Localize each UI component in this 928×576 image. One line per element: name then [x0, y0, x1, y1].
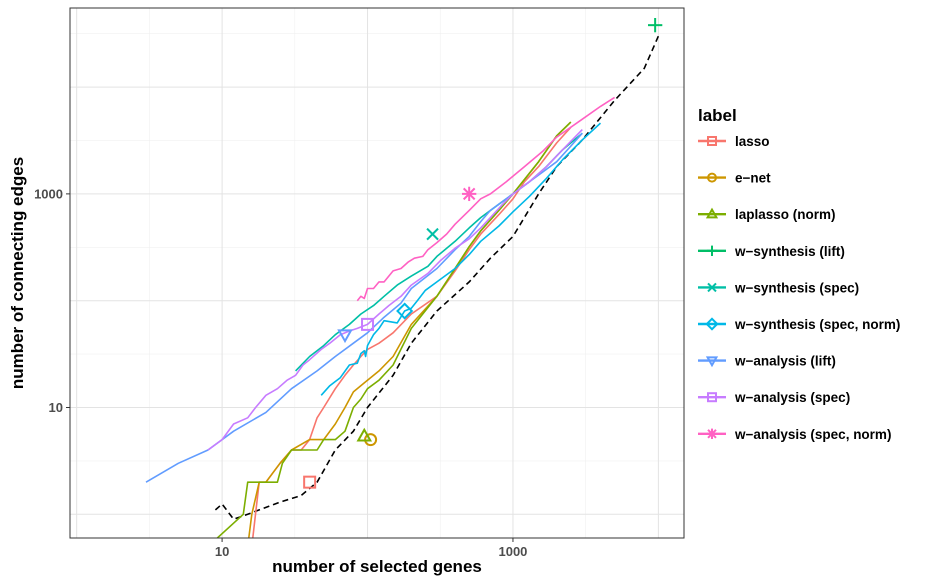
legend-label: laplasso (norm) [735, 207, 836, 222]
series-5-marker [426, 227, 439, 241]
legend-label: w−synthesis (spec, norm) [734, 317, 900, 332]
series-3-marker-shape [356, 427, 373, 442]
legend-item: laplasso (norm) [698, 207, 836, 222]
legend-key-marker-shape [705, 356, 719, 368]
panel-border [69, 7, 685, 539]
legend-key-marker [707, 172, 717, 183]
legend-key-marker-shape [707, 282, 717, 293]
legend-key-marker-shape [705, 207, 719, 219]
legend-key-marker [705, 317, 719, 331]
series-7-marker [337, 329, 353, 344]
legend-item: w−analysis (spec, norm) [698, 427, 891, 442]
legend-title: label [698, 106, 737, 125]
legend-key-marker-shape [707, 136, 717, 146]
x-tick-label: 1000 [498, 544, 527, 559]
legend-label: w−analysis (spec) [734, 390, 850, 405]
legend-item: w−synthesis (spec, norm) [698, 317, 900, 332]
series-3-line [216, 121, 572, 538]
legend-key-marker [707, 392, 717, 403]
legend-item: w−analysis (lift) [698, 354, 836, 369]
legend-label: w−analysis (lift) [734, 354, 836, 369]
grid [70, 8, 684, 538]
y-axis-label: number of connecting edges [8, 157, 27, 389]
series-6-marker-shape [396, 302, 414, 320]
legend-item: lasso [698, 134, 770, 149]
series-9-marker [462, 186, 477, 202]
y-tick-label: 1000 [34, 186, 63, 201]
legend-label: w−synthesis (lift) [734, 244, 845, 259]
legend-items: lasso e−net laplasso (norm) w−synthesis (li… [698, 134, 900, 442]
y-tick-label: 10 [49, 400, 63, 415]
legend-key-marker-shape [707, 392, 717, 403]
legend-item: w−synthesis (spec) [698, 280, 859, 295]
markers [303, 18, 663, 489]
series-1-marker-shape [303, 475, 317, 489]
series-7-marker-shape [337, 329, 353, 344]
legend-label: w−analysis (spec, norm) [734, 427, 891, 442]
legend-item: w−analysis (spec) [698, 390, 850, 405]
legend-label: lasso [735, 134, 770, 149]
legend-key-marker [705, 207, 719, 219]
legend-label: e−net [735, 171, 771, 186]
legend-key-marker [706, 245, 718, 256]
legend-key-marker [707, 282, 717, 293]
series-3-marker [356, 427, 373, 442]
legend-key-marker-shape [707, 172, 717, 183]
ticks: 10 1000 10 1000 [34, 186, 527, 559]
legend-key-marker-shape [705, 317, 719, 331]
legend-key-marker [705, 356, 719, 368]
legend-key-marker [706, 428, 718, 439]
series-8-marker [361, 317, 375, 331]
series-6-line [320, 122, 602, 396]
legend-item: w−synthesis (lift) [698, 244, 845, 259]
series-9-line [356, 96, 616, 302]
series-4-marker [648, 18, 663, 33]
legend-item: e−net [698, 171, 771, 186]
panel-background [70, 8, 684, 538]
series-6-marker [396, 302, 414, 320]
legend-key-marker [707, 136, 717, 146]
legend: label lasso e−net laplasso (norm) w−synthes… [698, 106, 900, 442]
x-tick-label: 10 [215, 544, 229, 559]
series-8-line [207, 129, 583, 451]
series-5-marker-shape [426, 227, 439, 241]
series-8-marker-shape [361, 317, 375, 331]
x-axis-label: number of selected genes [272, 557, 482, 576]
legend-label: w−synthesis (spec) [734, 280, 859, 295]
series-1-marker [303, 475, 317, 489]
